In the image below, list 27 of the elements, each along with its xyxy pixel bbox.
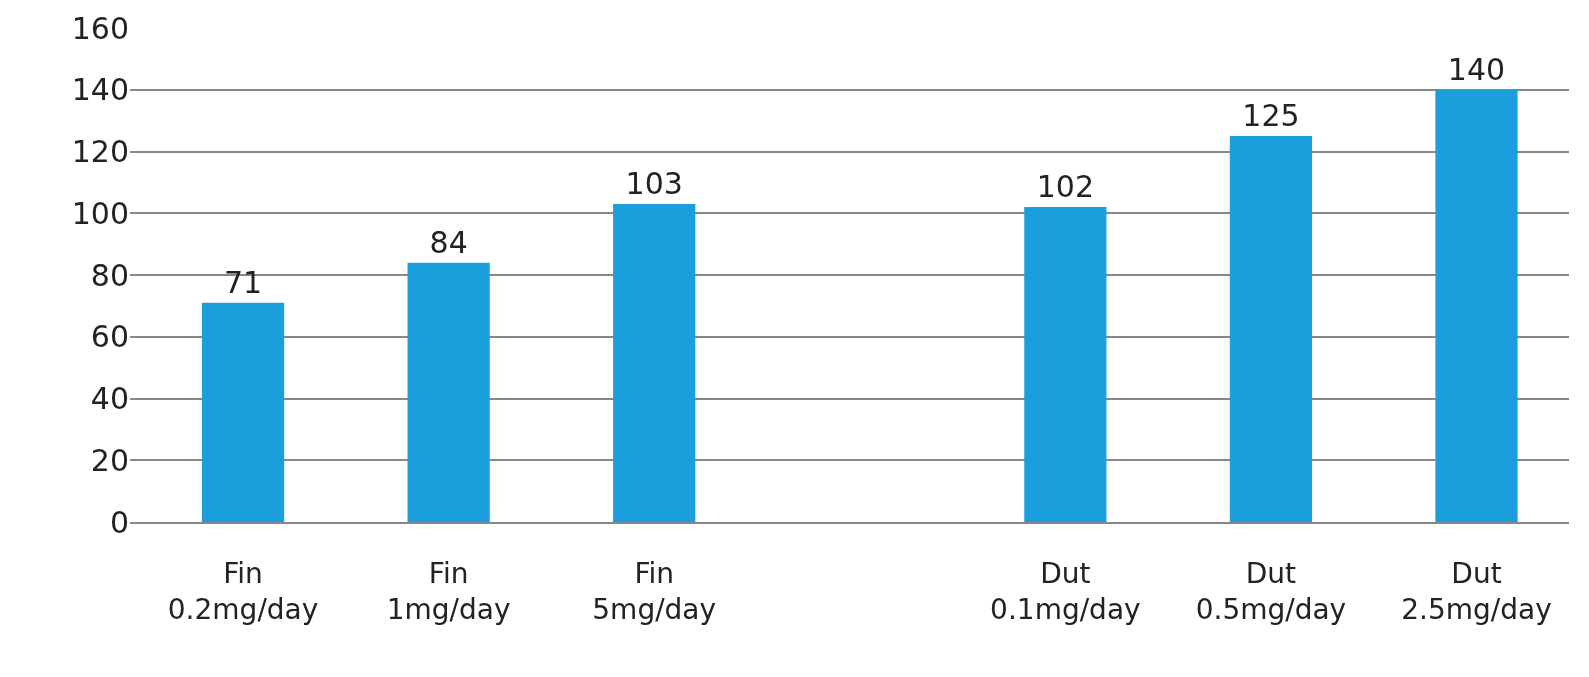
data-label: 102 bbox=[1036, 169, 1094, 205]
x-tick-label: Dut 0.1mg/day bbox=[990, 556, 1141, 626]
y-tick-label: 120 bbox=[71, 134, 129, 169]
y-tick-label: 20 bbox=[90, 442, 129, 478]
y-tick-label: 0 bbox=[109, 504, 129, 540]
x-tick-label: Fin 0.2mg/day bbox=[167, 556, 319, 626]
data-label: 140 bbox=[1447, 51, 1506, 87]
x-tick-label: Dut 2.5mg/day bbox=[1401, 556, 1552, 626]
bar bbox=[1229, 136, 1313, 522]
data-label: 125 bbox=[1242, 98, 1300, 134]
y-tick-label: 160 bbox=[71, 10, 129, 46]
x-tick-label: Fin 1mg/day bbox=[386, 556, 511, 626]
x-tick-label: Fin 5mg/day bbox=[592, 556, 717, 626]
y-tick-label: 140 bbox=[71, 72, 129, 108]
bar bbox=[1024, 207, 1107, 522]
y-tick-label: 60 bbox=[90, 319, 129, 355]
x-tick-label: Dut 0.5mg/day bbox=[1195, 556, 1347, 626]
bar bbox=[613, 203, 696, 522]
y-tick-label: 100 bbox=[71, 195, 129, 231]
y-tick-label: 40 bbox=[90, 381, 129, 416]
data-label: 84 bbox=[429, 224, 468, 260]
bar bbox=[1435, 89, 1518, 522]
data-label: 103 bbox=[625, 165, 683, 201]
data-label: 71 bbox=[223, 264, 263, 300]
bar bbox=[201, 302, 285, 522]
bar bbox=[407, 262, 490, 522]
y-tick-label: 80 bbox=[90, 257, 129, 293]
